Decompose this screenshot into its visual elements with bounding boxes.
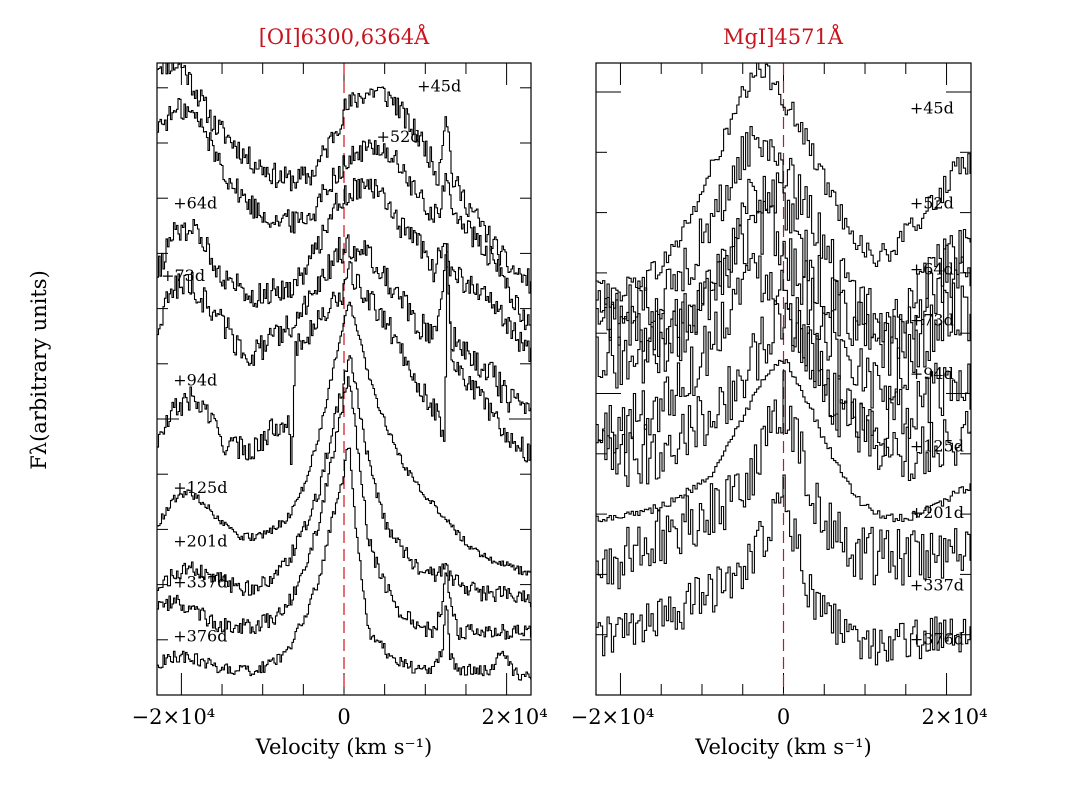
spectrum-epoch-337d bbox=[596, 370, 971, 590]
epoch-label: +125d bbox=[173, 478, 227, 497]
spectrum-epoch-201d bbox=[596, 359, 971, 523]
x-tick-label-pos: 2×10⁴ bbox=[482, 705, 548, 729]
epoch-label: +73d bbox=[161, 266, 205, 285]
spectrum-epoch-125d bbox=[157, 301, 532, 576]
axis-ticks bbox=[157, 63, 531, 695]
epoch-label: +125d bbox=[910, 437, 964, 456]
spectrum-epoch-125d bbox=[596, 300, 971, 487]
epoch-label: +94d bbox=[173, 370, 217, 389]
epoch-label: +201d bbox=[910, 503, 964, 522]
panel-title: [OI]6300,6364Å bbox=[259, 24, 430, 49]
spectrum-epoch-376d bbox=[157, 447, 532, 681]
epoch-label: +376d bbox=[910, 629, 964, 648]
spectra bbox=[596, 62, 971, 666]
spectrum-epoch-45d bbox=[157, 62, 532, 294]
epoch-label: +337d bbox=[910, 576, 964, 595]
x-axis-label: Velocity (km s⁻¹) bbox=[694, 735, 871, 759]
y-axis-label: Fλ(arbitrary units) bbox=[27, 270, 51, 470]
x-tick-label-zero: 0 bbox=[337, 705, 350, 729]
panel-mgi: MgI]4571Å +45d +52d +64d +73d +94d +125d +201d… bbox=[571, 24, 988, 759]
epoch-label: +94d bbox=[910, 364, 954, 383]
epoch-label: +52d bbox=[910, 193, 954, 212]
panel-title: MgI]4571Å bbox=[723, 24, 844, 49]
epoch-label: +201d bbox=[173, 531, 227, 550]
spectrum-epoch-94d bbox=[596, 252, 971, 456]
spectrum-epoch-45d bbox=[596, 62, 971, 313]
spectrum-epoch-52d bbox=[157, 98, 532, 331]
epoch-label: +64d bbox=[173, 193, 217, 212]
plot-frame bbox=[595, 62, 972, 696]
spectrum-epoch-64d bbox=[157, 177, 532, 362]
spectrum-epoch-64d bbox=[596, 172, 971, 376]
epoch-labels: +45d +52d +64d +73d +94d +125d +201d +337d +376d bbox=[910, 99, 964, 649]
spectrum-epoch-201d bbox=[157, 355, 532, 608]
spectrum-epoch-73d bbox=[157, 234, 532, 414]
x-tick-label-neg: −2×10⁴ bbox=[571, 705, 655, 729]
x-axis-label: Velocity (km s⁻¹) bbox=[255, 735, 432, 759]
epoch-label: +73d bbox=[910, 310, 954, 329]
epoch-labels: +45d +52d +64d +73d +94d +125d +201d +337d +376d bbox=[161, 76, 461, 645]
epoch-label: +52d bbox=[377, 127, 421, 146]
plot-frame bbox=[156, 62, 532, 696]
spectrum-epoch-94d bbox=[157, 243, 532, 465]
epoch-label: +376d bbox=[173, 626, 227, 645]
spectrum-epoch-337d bbox=[157, 376, 532, 640]
epoch-label: +45d bbox=[417, 76, 461, 95]
spectrum-epoch-376d bbox=[596, 474, 971, 666]
panel-oi: [OI]6300,6364Å +45d +52d +64d +73d +94d +125d… bbox=[132, 24, 548, 759]
x-tick-label-zero: 0 bbox=[777, 705, 790, 729]
x-tick-label-neg: −2×10⁴ bbox=[132, 705, 216, 729]
epoch-label: +45d bbox=[910, 99, 954, 118]
epoch-label: +64d bbox=[910, 260, 954, 279]
spectra bbox=[157, 62, 532, 681]
spectrum-epoch-73d bbox=[596, 199, 971, 410]
x-tick-label-pos: 2×10⁴ bbox=[921, 705, 987, 729]
epoch-label: +337d bbox=[173, 573, 227, 592]
